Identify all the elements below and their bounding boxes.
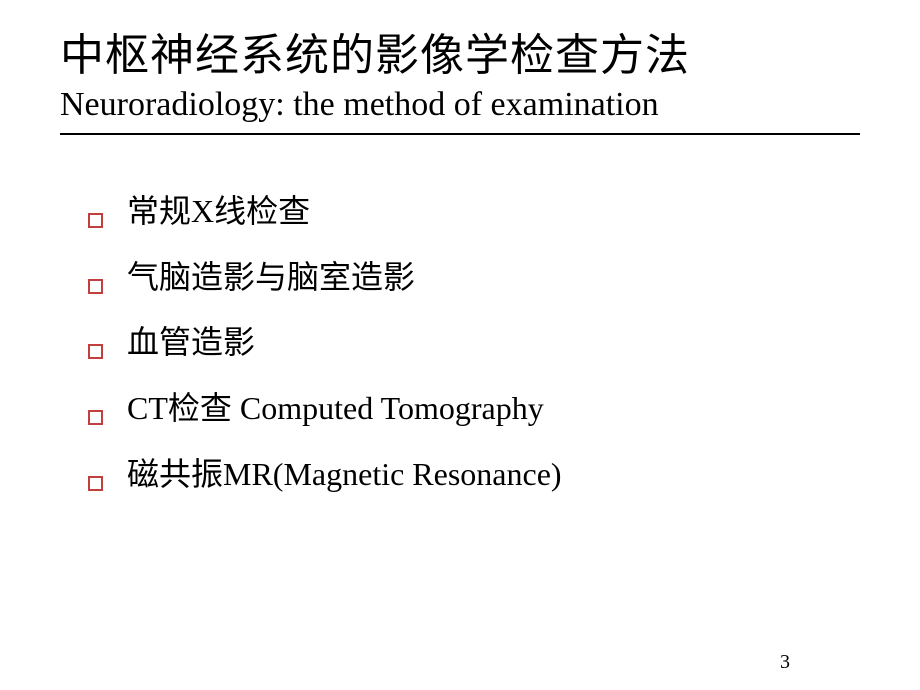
list-item: 磁共振MR(Magnetic Resonance) [88,450,860,500]
bullet-text: 血管造影 [127,318,255,368]
bullet-list: 常规X线检查 气脑造影与脑室造影 血管造影 CT检查 Computed Tomo… [60,187,860,499]
title-block: 中枢神经系统的影像学检查方法 Neuroradiology: the metho… [60,28,860,127]
bullet-text: 磁共振MR(Magnetic Resonance) [127,450,562,500]
square-bullet-icon [88,213,103,228]
title-divider [60,133,860,135]
square-bullet-icon [88,344,103,359]
square-bullet-icon [88,279,103,294]
title-chinese: 中枢神经系统的影像学检查方法 [60,28,860,83]
list-item: 常规X线检查 [88,187,860,237]
list-item: CT检查 Computed Tomography [88,384,860,434]
title-english: Neuroradiology: the method of examinatio… [60,83,860,127]
page-number: 3 [780,651,790,674]
list-item: 气脑造影与脑室造影 [88,253,860,303]
slide: 中枢神经系统的影像学检查方法 Neuroradiology: the metho… [0,0,920,690]
bullet-text: 常规X线检查 [127,187,310,237]
square-bullet-icon [88,410,103,425]
bullet-text: CT检查 Computed Tomography [127,384,544,434]
square-bullet-icon [88,476,103,491]
bullet-text: 气脑造影与脑室造影 [127,253,415,303]
list-item: 血管造影 [88,318,860,368]
